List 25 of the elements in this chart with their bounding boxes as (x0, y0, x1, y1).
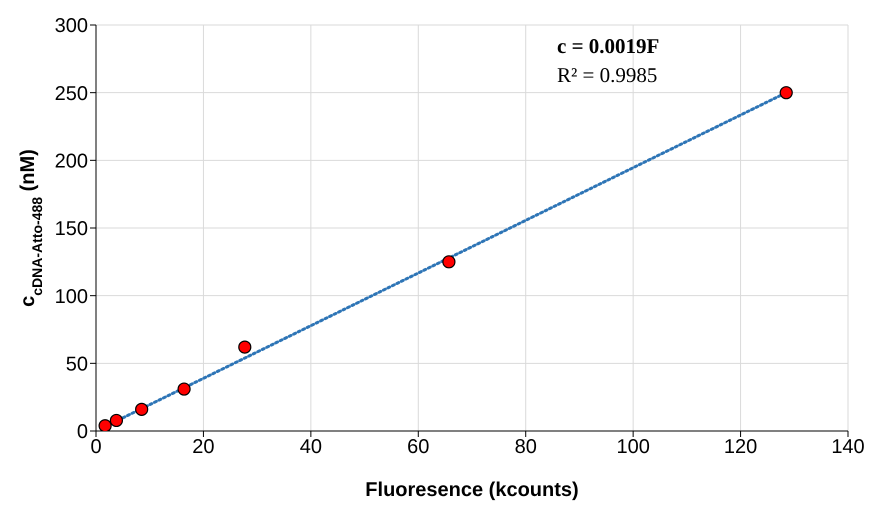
annotation: R² = 0.9985 (557, 63, 658, 88)
y-tick-label: 200 (54, 150, 88, 172)
y-tick-label: 150 (54, 218, 88, 240)
point (98, 419, 112, 431)
x-tick-label: 60 (407, 436, 430, 458)
x-tick-label: 100 (616, 436, 650, 458)
point (442, 255, 456, 268)
y-tick-label: 50 (66, 353, 88, 376)
x-tick-label: 0 (90, 436, 102, 458)
y-tick-label: 250 (54, 82, 88, 105)
x-tick-label: 40 (300, 436, 322, 458)
x-tick-label: 140 (831, 436, 865, 458)
point (780, 86, 793, 100)
point (110, 414, 124, 428)
x-axis-title: Fluoresence (kcounts) (365, 479, 579, 501)
x-tick-label: 80 (514, 436, 537, 458)
y-tick-label: 300 (54, 15, 88, 38)
y-tick-label: 0 (76, 421, 88, 444)
point (177, 382, 191, 396)
x-tick-label: 20 (192, 436, 215, 458)
y-tick-label: 100 (54, 286, 88, 308)
x-tick-label: 120 (724, 436, 758, 458)
annotation: c = 0.0019F (557, 34, 660, 59)
point (238, 340, 252, 354)
point (135, 402, 148, 416)
